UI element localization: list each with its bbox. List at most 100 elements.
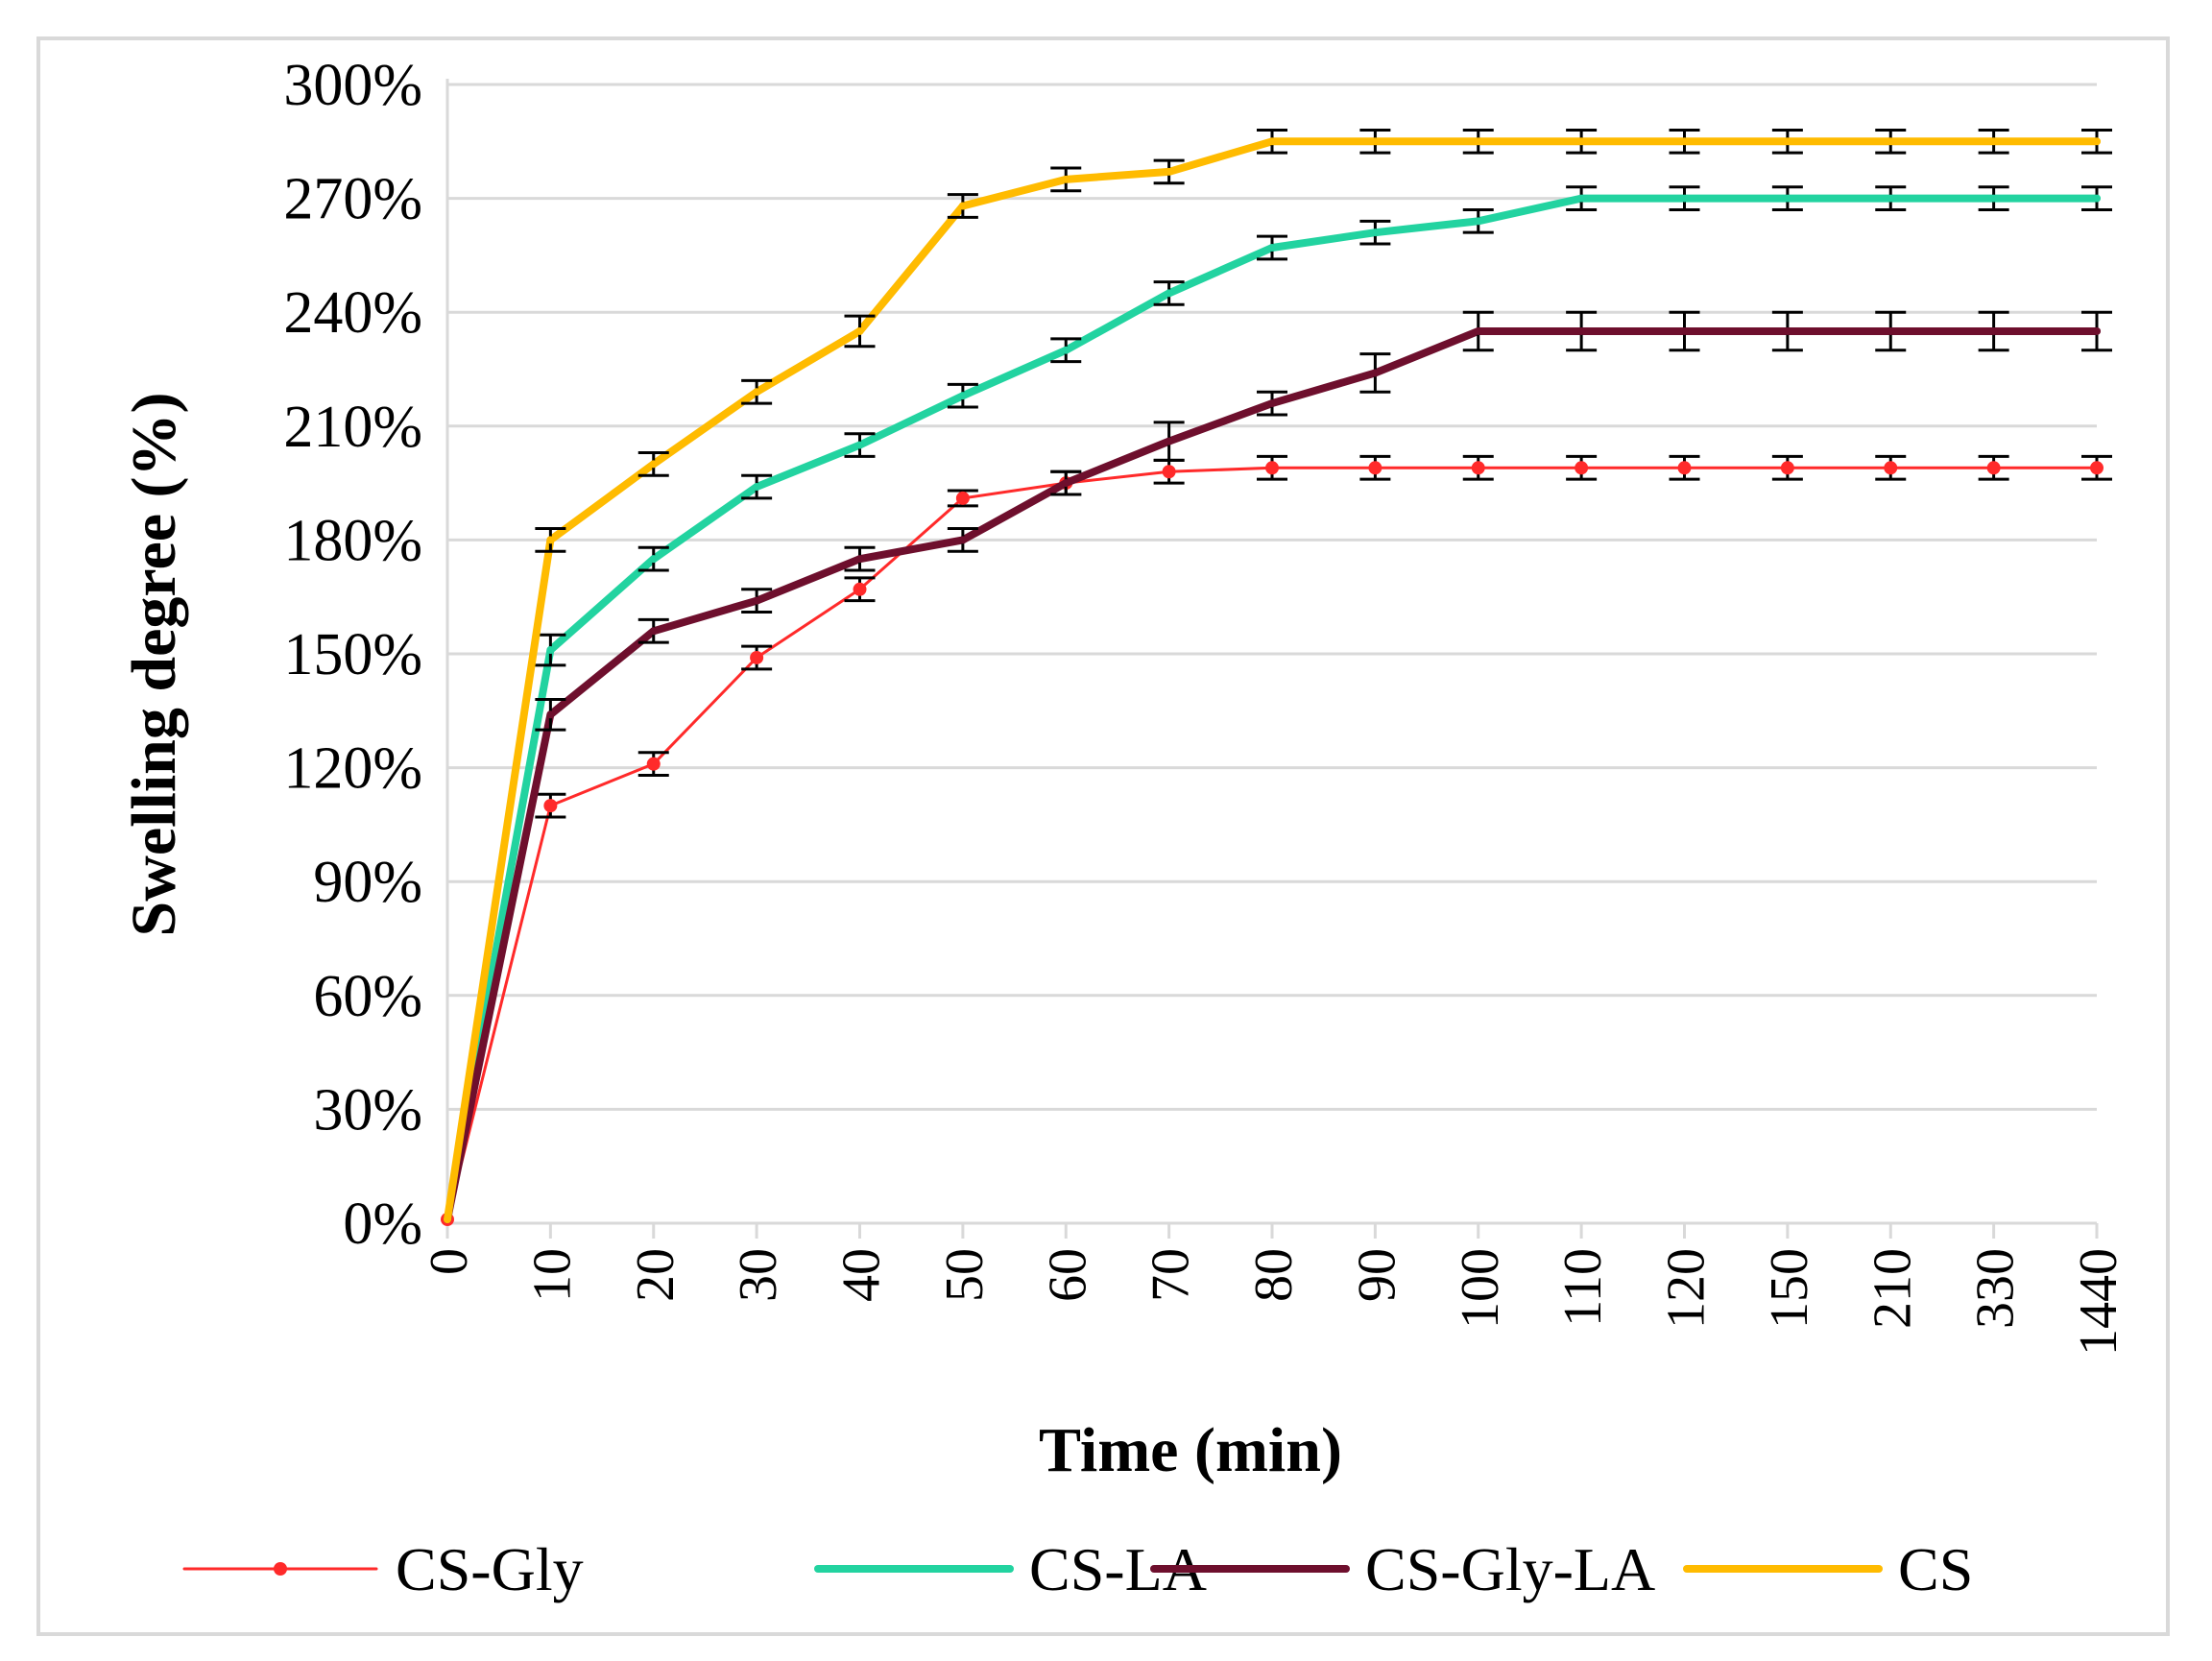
data-point	[2093, 137, 2101, 146]
data-point	[853, 582, 867, 596]
x-tick-label: 210	[1863, 1248, 1922, 1329]
legend-marker	[910, 1565, 918, 1573]
legend-marker	[1779, 1565, 1787, 1573]
y-tick-label: 180%	[283, 508, 422, 573]
data-point	[1165, 167, 1173, 176]
data-point	[1884, 461, 1898, 475]
x-tick-label: 10	[522, 1248, 582, 1302]
data-point	[1165, 289, 1173, 298]
x-tick-label: 30	[729, 1248, 788, 1302]
legend-marker	[274, 1562, 287, 1576]
x-tick-label: 60	[1038, 1248, 1097, 1302]
data-point	[1783, 194, 1791, 203]
data-point	[1783, 137, 1791, 146]
series-line-cs	[444, 137, 2101, 1224]
data-point	[958, 536, 967, 544]
data-point	[2090, 461, 2104, 475]
data-point	[1989, 137, 1998, 146]
series-cs	[444, 128, 2112, 1224]
x-tick-label: 20	[626, 1248, 685, 1302]
data-point	[1268, 243, 1276, 252]
data-point	[1268, 399, 1276, 408]
data-point	[1989, 194, 1998, 203]
data-point	[1062, 479, 1070, 488]
data-point	[1577, 326, 1586, 335]
data-point	[1265, 461, 1279, 475]
data-point	[1887, 326, 1895, 335]
y-tick-label: 0%	[343, 1192, 422, 1257]
data-point	[750, 650, 764, 664]
x-tick-label: 1440	[2069, 1248, 2128, 1356]
x-axis-title: Time (min)	[1039, 1415, 1342, 1485]
data-point	[753, 483, 761, 492]
data-point	[1474, 217, 1482, 226]
chart-frame: 0% 30% 60% 90% 120% 150% 180% 210% 240% 270% 30 0% …	[36, 36, 2170, 1636]
data-point	[649, 555, 658, 564]
data-point	[855, 441, 864, 449]
x-tick-label: 40	[832, 1248, 892, 1302]
data-point	[546, 710, 555, 719]
data-point	[1268, 137, 1276, 146]
data-point	[855, 555, 864, 564]
y-tick-label: 60%	[313, 964, 422, 1029]
x-tick-label: 80	[1244, 1248, 1304, 1302]
series-cs-gly	[441, 454, 2112, 1227]
data-point	[1677, 461, 1692, 475]
data-point	[1680, 194, 1689, 203]
data-point	[1680, 326, 1689, 335]
data-point	[1162, 465, 1176, 479]
data-point	[1165, 437, 1173, 445]
data-point	[1371, 137, 1380, 146]
data-point	[1474, 326, 1482, 335]
y-tick-label: 90%	[313, 850, 422, 915]
data-point	[1062, 346, 1070, 354]
x-tick-label: 100	[1451, 1248, 1510, 1329]
y-tick-label: 270%	[283, 167, 422, 232]
series-cs-gly-la	[444, 310, 2112, 1224]
data-point	[1371, 369, 1380, 377]
data-point	[546, 536, 555, 544]
data-point	[1577, 137, 1586, 146]
data-point	[649, 627, 658, 636]
legend-label: CS-Gly	[396, 1535, 584, 1603]
data-point	[955, 491, 970, 505]
data-point	[1780, 461, 1794, 475]
data-point	[1887, 194, 1895, 203]
data-point	[1577, 194, 1586, 203]
data-point	[646, 757, 661, 771]
x-tick-label: 110	[1553, 1248, 1613, 1327]
x-tick-label: 330	[1966, 1248, 2026, 1329]
x-tick-label: 0	[420, 1248, 479, 1275]
data-point	[1474, 137, 1482, 146]
y-tick-label: 30%	[313, 1077, 422, 1143]
legend: CS-Gly CS-LA CS-Gly-LA CS	[182, 1535, 1973, 1603]
series-lines	[441, 128, 2112, 1227]
y-tick-label: 210%	[283, 395, 422, 460]
data-point	[1783, 326, 1791, 335]
y-axis-title: Swelling degree (%)	[119, 392, 189, 936]
data-point	[1989, 326, 1998, 335]
x-axis-ticks: 0 10 20 30 40 50 60 70 80 90 100 110 120 150 210 330 144…	[420, 1223, 2128, 1356]
data-point	[1471, 461, 1485, 475]
data-point	[1062, 175, 1070, 183]
data-point	[1887, 137, 1895, 146]
gridlines	[447, 83, 2097, 1111]
data-point	[2093, 194, 2101, 203]
data-point	[855, 326, 864, 335]
legend-marker	[1246, 1565, 1254, 1573]
x-tick-label: 50	[935, 1248, 995, 1302]
data-point	[1371, 229, 1380, 237]
swelling-degree-line-chart: 0% 30% 60% 90% 120% 150% 180% 210% 240% 270% 30 0% …	[119, 53, 2128, 1603]
data-point	[753, 388, 761, 397]
series-cs-la	[444, 185, 2112, 1224]
legend-label: CS	[1898, 1535, 1973, 1603]
data-point	[1368, 461, 1382, 475]
y-axis-ticks: 0% 30% 60% 90% 120% 150% 180% 210% 240% 270% 300%	[283, 53, 422, 1257]
y-tick-label: 120%	[283, 736, 422, 802]
y-tick-label: 240%	[283, 280, 422, 346]
data-point	[958, 202, 967, 210]
data-point	[649, 460, 658, 469]
data-point	[444, 1216, 451, 1224]
data-point	[546, 646, 555, 655]
y-tick-label: 300%	[283, 53, 422, 118]
